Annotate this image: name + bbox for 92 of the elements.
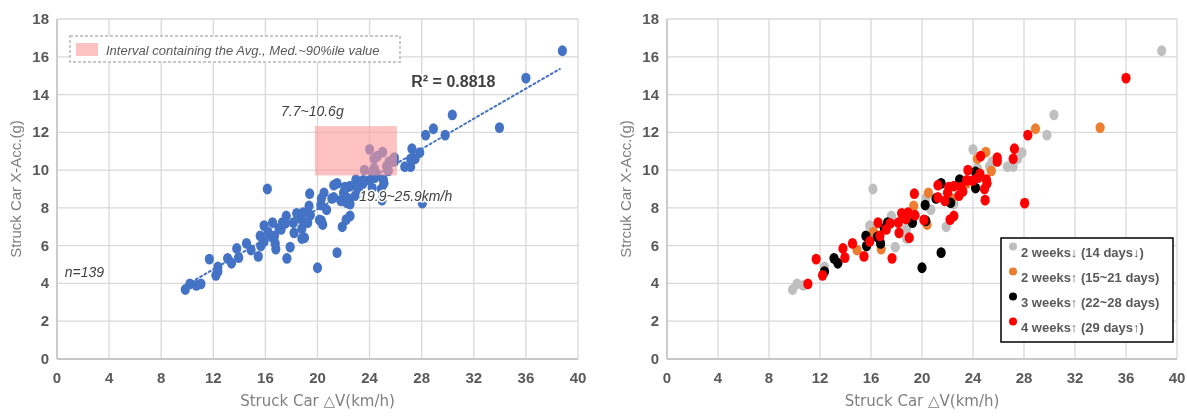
point bbox=[980, 194, 990, 206]
x-tick-label: 32 bbox=[1066, 369, 1084, 386]
y-tick-label: 16 bbox=[32, 47, 49, 65]
x-tick-label: 8 bbox=[157, 369, 166, 386]
point bbox=[1017, 147, 1027, 158]
point bbox=[949, 210, 959, 222]
y-tick-label: 4 bbox=[650, 274, 660, 292]
y-tick-label: 12 bbox=[642, 123, 659, 141]
x-tick-label: 16 bbox=[862, 369, 880, 386]
x-tick-label: 28 bbox=[1015, 369, 1033, 386]
x-tick-label: 16 bbox=[257, 369, 274, 386]
x-tick-label: 12 bbox=[204, 369, 222, 386]
y-tick-label: 18 bbox=[32, 10, 49, 27]
y-tick-label: 2 bbox=[40, 312, 49, 330]
x-tick-label: 40 bbox=[1168, 369, 1186, 386]
y-tick-label: 10 bbox=[32, 161, 49, 179]
y-axis-title: Struck Car X-Acc.(g) bbox=[7, 120, 24, 258]
x-tick-label: 32 bbox=[465, 369, 483, 386]
point bbox=[1020, 197, 1030, 209]
y-tick-label: 2 bbox=[650, 312, 659, 330]
y-tick-label: 6 bbox=[650, 236, 659, 254]
point bbox=[1023, 129, 1033, 141]
point bbox=[1049, 109, 1059, 121]
point bbox=[963, 164, 973, 176]
point bbox=[865, 236, 875, 247]
point bbox=[1042, 129, 1052, 141]
x-tick-label: 0 bbox=[662, 369, 672, 386]
point bbox=[868, 183, 878, 195]
annotation: R² = 0.8818 bbox=[411, 73, 496, 90]
legend-label: 2 weeks↓ (14 days↓) bbox=[1021, 244, 1144, 260]
y-tick-label: 6 bbox=[40, 236, 49, 254]
x-axis-title: Struck Car △V(km/h) bbox=[240, 392, 395, 410]
x-tick-label: 40 bbox=[569, 369, 587, 386]
point bbox=[968, 143, 978, 155]
point bbox=[811, 253, 821, 265]
point bbox=[1008, 153, 1018, 165]
x-tick-label: 8 bbox=[764, 369, 774, 386]
point bbox=[890, 241, 900, 253]
legend-label: 2 weeks↑ (15~21 days) bbox=[1021, 269, 1160, 285]
point bbox=[917, 262, 927, 274]
x-axis-title: Struck Car △V(km/h) bbox=[844, 392, 1000, 410]
point bbox=[893, 217, 904, 229]
point bbox=[1157, 45, 1167, 57]
point bbox=[1009, 143, 1020, 155]
point bbox=[817, 269, 828, 281]
point bbox=[859, 251, 869, 262]
y-axis-title: Strcuk Car X-Acc.(g) bbox=[617, 120, 634, 258]
point bbox=[833, 257, 843, 269]
point bbox=[986, 165, 996, 177]
point bbox=[910, 209, 920, 221]
y-tick-label: 14 bbox=[32, 85, 50, 103]
x-tick-label: 12 bbox=[811, 369, 829, 386]
point bbox=[894, 227, 904, 239]
point bbox=[976, 150, 986, 162]
point bbox=[1030, 123, 1041, 135]
y-tick-label: 0 bbox=[650, 350, 659, 367]
legend-label: 3 weeks↑ (22~28 days) bbox=[1021, 294, 1160, 310]
point bbox=[873, 217, 883, 229]
x-tick-label: 24 bbox=[361, 369, 379, 386]
legend-label: 4 weeks↑ (29 days↑) bbox=[1021, 319, 1144, 335]
x-tick-label: 0 bbox=[52, 369, 62, 386]
point bbox=[1095, 122, 1105, 134]
y-tick-label: 8 bbox=[40, 198, 49, 216]
y-tick-label: 12 bbox=[32, 123, 49, 141]
legend-label: Interval containing the Avg., Med.~90%ile value bbox=[106, 43, 380, 58]
point bbox=[840, 252, 850, 263]
point bbox=[838, 243, 848, 254]
x-tick-label: 28 bbox=[413, 369, 431, 386]
point bbox=[936, 247, 946, 259]
point bbox=[803, 278, 813, 290]
point bbox=[1121, 72, 1131, 84]
x-tick-label: 4 bbox=[104, 369, 114, 386]
annotation: n=139 bbox=[64, 264, 105, 281]
x-tick-label: 20 bbox=[913, 369, 931, 386]
x-tick-label: 20 bbox=[309, 369, 326, 386]
annotation: 7.7~10.6g bbox=[281, 102, 344, 119]
y-tick-label: 16 bbox=[642, 47, 659, 65]
y-tick-label: 10 bbox=[642, 161, 659, 179]
y-tick-label: 0 bbox=[40, 350, 49, 367]
x-tick-label: 36 bbox=[1117, 369, 1135, 386]
y-tick-label: 8 bbox=[650, 198, 659, 216]
point bbox=[847, 238, 858, 249]
y-tick-label: 14 bbox=[642, 85, 660, 103]
point bbox=[920, 199, 930, 211]
point bbox=[923, 187, 933, 199]
x-tick-label: 4 bbox=[713, 369, 723, 386]
y-tick-label: 18 bbox=[642, 10, 659, 27]
x-tick-label: 36 bbox=[517, 369, 535, 386]
y-tick-label: 4 bbox=[40, 274, 50, 292]
point bbox=[887, 252, 897, 264]
point bbox=[909, 188, 919, 200]
x-tick-label: 24 bbox=[964, 369, 982, 386]
